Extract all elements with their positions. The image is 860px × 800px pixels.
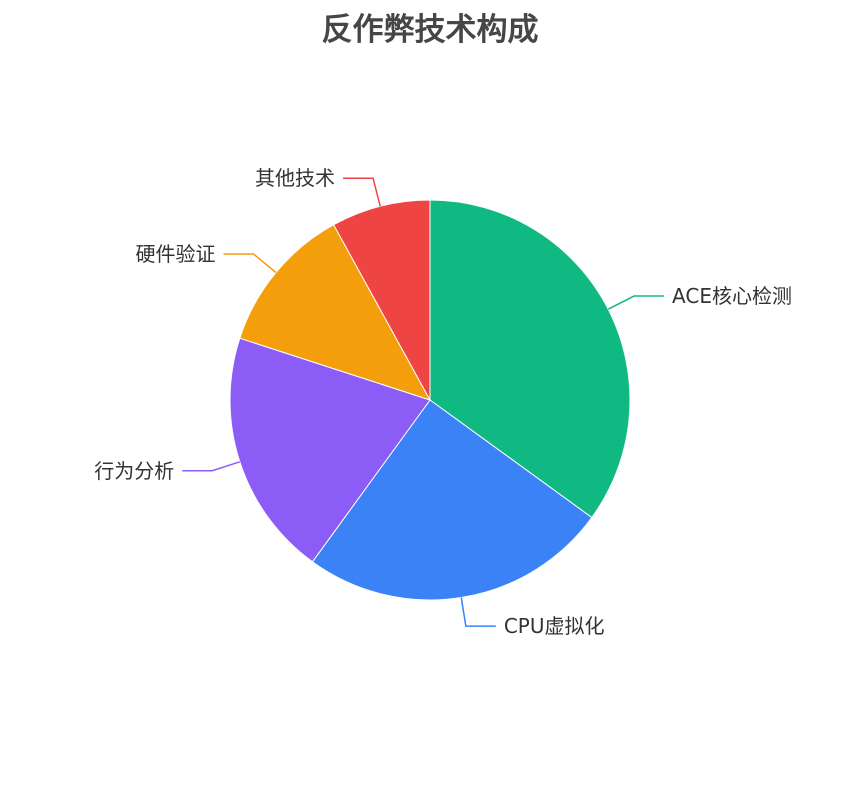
pie-slice-2[interactable] [229, 337, 431, 563]
leader-line-3 [223, 253, 277, 274]
slice-label-2: 行为分析 [94, 459, 174, 483]
leader-line-0 [607, 295, 665, 310]
leader-line-2 [182, 461, 241, 472]
pie-slice-1[interactable] [311, 399, 593, 601]
slice-label-3: 硬件验证 [136, 242, 216, 266]
slice-label-4: 其他技术 [255, 166, 335, 190]
slice-label-1: CPU虚拟化 [504, 614, 605, 638]
leader-line-1 [460, 597, 496, 627]
leader-line-4 [343, 177, 381, 207]
pie-slice-3[interactable] [239, 224, 432, 401]
slice-label-0: ACE核心检测 [672, 284, 792, 308]
pie-slice-4[interactable] [332, 199, 431, 401]
chart-title: 反作弊技术构成 [321, 12, 539, 48]
pie-slice-0[interactable] [429, 199, 631, 519]
